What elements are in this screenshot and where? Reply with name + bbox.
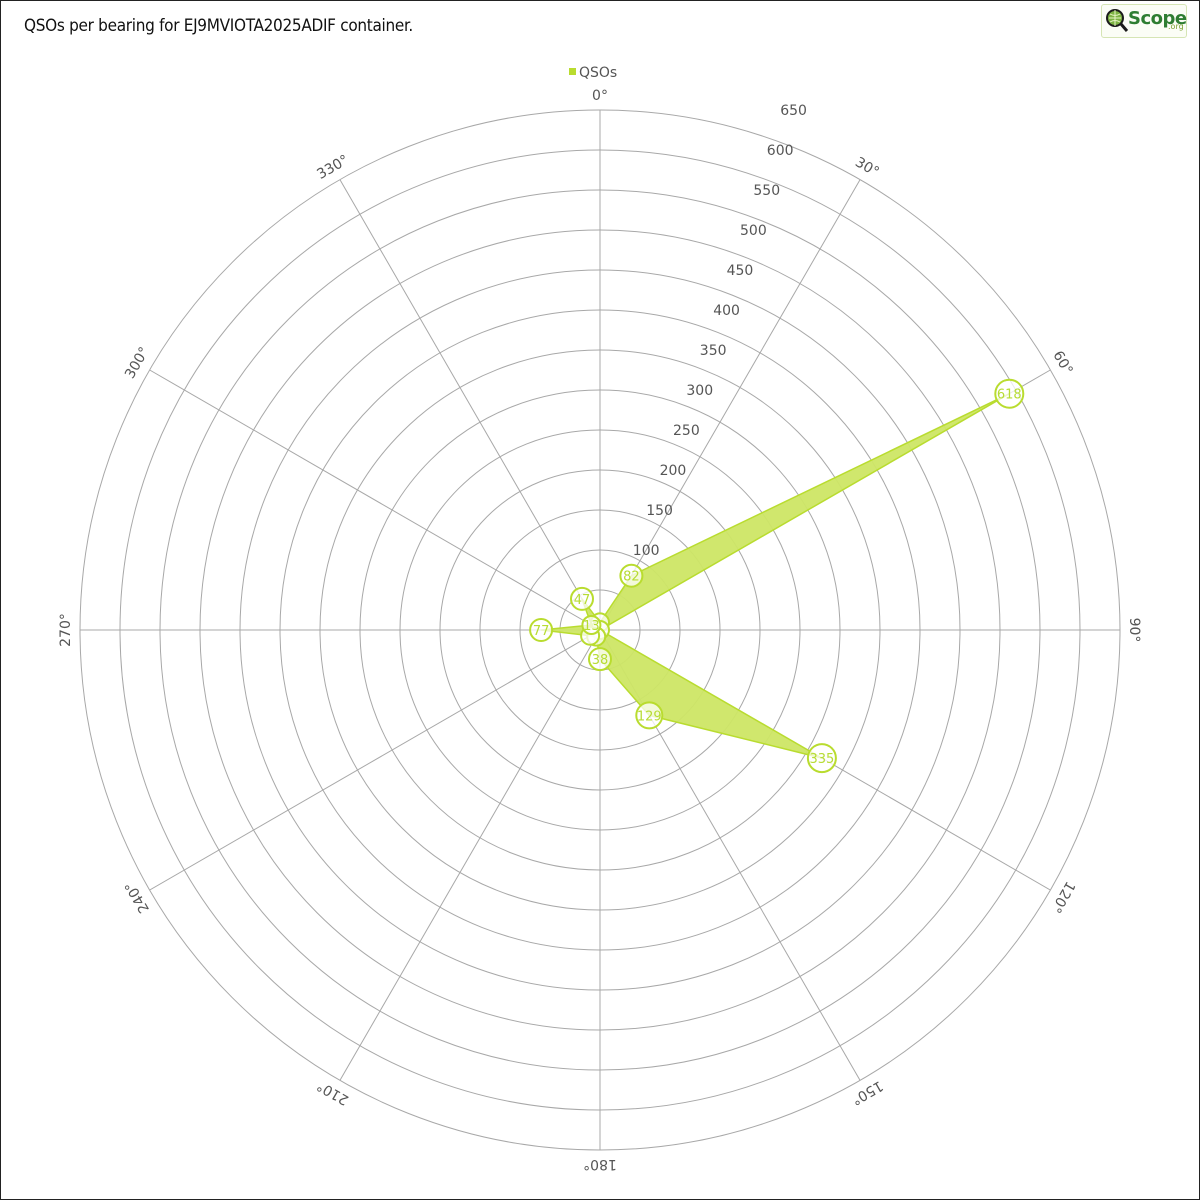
radial-tick-label: 450 — [727, 263, 754, 279]
bearing-label: 180° — [583, 1156, 617, 1172]
data-label: 129 — [637, 709, 662, 724]
data-label: 335 — [809, 752, 834, 767]
data-point[interactable] — [994, 378, 1025, 409]
radial-tick-label: 250 — [673, 423, 700, 439]
bearing-label: 90° — [1126, 618, 1142, 643]
data-label: 82 — [623, 570, 640, 585]
bearing-spoke — [339, 179, 601, 631]
data-point[interactable] — [529, 618, 554, 642]
radial-tick-label: 500 — [740, 223, 767, 239]
legend-label: QSOs — [579, 65, 617, 81]
legend[interactable]: QSOs — [569, 65, 617, 81]
radial-tick-label: 400 — [713, 303, 740, 319]
data-point[interactable] — [581, 615, 602, 635]
chart-title: QSOs per bearing for EJ9MVIOTA2025ADIF c… — [24, 16, 413, 36]
data-label: 38 — [592, 653, 609, 668]
bearing-spoke — [149, 369, 601, 631]
bearing-label: 270° — [58, 613, 74, 647]
series-area — [541, 393, 1010, 759]
bearing-label: 210° — [314, 1077, 351, 1108]
radial-tick-label: 550 — [753, 183, 780, 199]
radial-tick-label: 200 — [660, 463, 687, 479]
data-point[interactable] — [806, 743, 837, 774]
data-point[interactable] — [570, 586, 594, 611]
data-label: 47 — [574, 593, 591, 608]
bearing-label: 330° — [314, 152, 351, 183]
data-label: 618 — [997, 388, 1022, 403]
bearing-spoke — [339, 629, 601, 1081]
radial-tick-labels: 100 150 200 250 300 350 400 450 500 550 600 650 — [633, 103, 807, 559]
bearing-spoke — [149, 629, 601, 891]
data-point[interactable] — [588, 647, 612, 672]
bearing-spoke — [599, 179, 861, 631]
radial-tick-label: 350 — [700, 343, 727, 359]
bearing-label: 60° — [1049, 348, 1075, 378]
magnifier-globe-icon — [1106, 9, 1129, 32]
series-qsos: 82 618 335 129 38 77 13 47 — [529, 378, 1025, 774]
bearing-label: 240° — [122, 878, 153, 915]
bearing-label: 300° — [122, 344, 153, 381]
radial-tick-label: 300 — [686, 383, 713, 399]
legend-swatch — [569, 68, 576, 75]
radial-tick-label: 100 — [633, 543, 660, 559]
data-point[interactable] — [635, 701, 664, 730]
logo-text: Scope — [1128, 8, 1187, 29]
radial-tick-label: 650 — [780, 103, 807, 119]
bearing-label: 120° — [1047, 878, 1078, 915]
data-point[interactable] — [619, 563, 644, 588]
logo-suffix: .org — [1168, 22, 1184, 31]
bearing-label: 30° — [852, 154, 882, 180]
qscope-logo[interactable]: Scope .org — [1101, 4, 1187, 38]
bearing-label: 0° — [592, 88, 608, 104]
data-label: 13 — [583, 619, 600, 634]
radial-tick-label: 600 — [767, 143, 794, 159]
radial-tick-label: 150 — [646, 503, 673, 519]
data-label: 77 — [533, 624, 550, 639]
bearing-label: 150° — [848, 1077, 885, 1108]
